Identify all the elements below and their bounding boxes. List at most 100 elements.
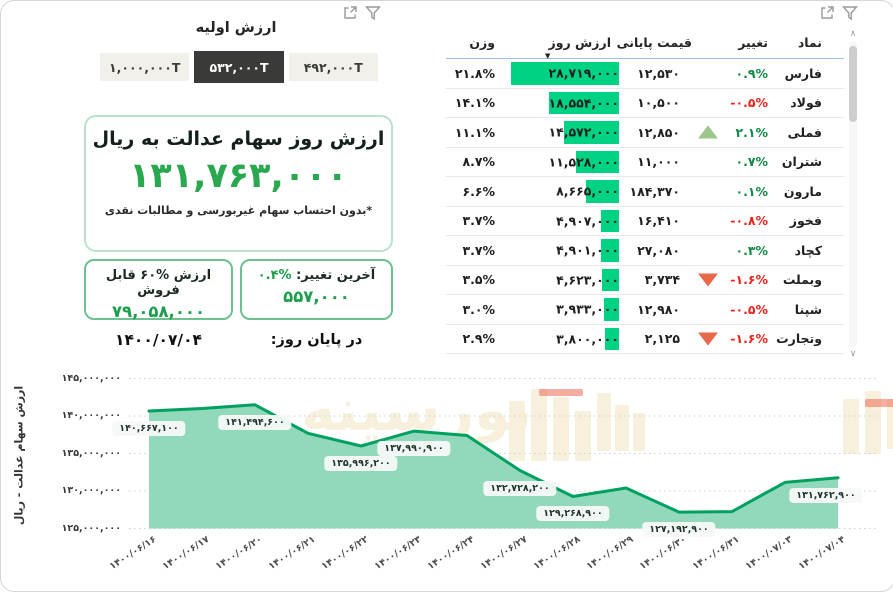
symbol-cell: فارس — [784, 65, 822, 81]
y-axis-tick-label: ۱۲۵,۰۰۰,۰۰۰ — [61, 522, 121, 534]
table-row[interactable]: فملی ۲.۱% ۱۲,۸۵۰ ۱۴,۵۷۲,۰۰۰ ۱۱.۱% — [446, 118, 844, 148]
closing-price-cell: ۱۲,۵۳۰ — [637, 65, 680, 81]
change-percent: ۰.۷% — [735, 154, 768, 170]
tab-initial-value-0[interactable]: ۱,۰۰۰,۰۰۰T — [100, 53, 190, 81]
scrollbar-down-icon[interactable]: ∨ — [849, 349, 857, 359]
day-value-cell: ۱۴,۵۷۲,۰۰۰ — [501, 118, 619, 147]
day-value-text: ۴,۶۲۳,۰۰۰ — [556, 272, 619, 288]
change-percent: -۰.۸% — [730, 213, 768, 229]
closing-price-cell: ۱۱,۰۰۰ — [637, 154, 680, 170]
table-row[interactable]: وتجارت -۱.۶% ۲,۱۲۵ ۳,۸۰۰,۰۰۰ ۲.۹% — [446, 325, 844, 354]
closing-price-cell: ۱۲,۹۸۰ — [637, 301, 680, 317]
last-change-percent: ۰.۴% — [257, 268, 292, 283]
data-point-label: ۱۳۵,۹۹۶,۲۰۰ — [324, 456, 398, 472]
y-axis-tick-label: ۱۴۵,۰۰۰,۰۰۰ — [61, 372, 121, 384]
day-value-text: ۱۱,۵۲۸,۰۰۰ — [548, 154, 619, 170]
sellable-value: ۷۹,۰۵۸,۰۰۰ — [111, 302, 206, 321]
day-value-text: ۳,۸۰۰,۰۰۰ — [556, 331, 619, 347]
change-cell: -۱.۶% — [696, 272, 776, 287]
data-point-label: ۱۲۷,۱۹۲,۹۰۰ — [642, 522, 716, 538]
change-cell: ۰.۱% — [696, 184, 776, 199]
closing-price-cell: ۱۸۴,۳۷۰ — [629, 183, 680, 199]
initial-value-title: ارزش اولیه — [195, 20, 277, 36]
last-change-value: ۵۵۷,۰۰۰ — [283, 287, 350, 306]
table-row[interactable]: وبملت -۱.۶% ۳,۷۳۴ ۴,۶۲۳,۰۰۰ ۳.۵% — [446, 266, 844, 295]
scrollbar-thumb[interactable] — [849, 46, 857, 122]
table-row[interactable]: فخوز -۰.۸% ۱۶,۴۱۰ ۴,۹۰۷,۰۰۰ ۳.۷% — [446, 207, 844, 236]
day-value-cell: ۴,۹۰۱,۰۰۰ — [501, 236, 619, 265]
column-header-price[interactable]: قیمت پایانی — [616, 35, 692, 50]
weight-cell: ۱۴.۱% — [454, 95, 495, 111]
symbol-cell: فولاد — [790, 95, 822, 111]
initial-value-tabs: ۱,۰۰۰,۰۰۰T ۵۳۲,۰۰۰T ۴۹۲,۰۰۰T — [100, 51, 378, 83]
table-row[interactable]: مارون ۰.۱% ۱۸۴,۳۷۰ ۸,۶۶۵,۰۰۰ ۶.۶% — [446, 177, 844, 207]
left-visual-header — [342, 5, 381, 21]
change-percent: ۰.۱% — [735, 183, 768, 199]
weight-cell: ۳.۷% — [462, 213, 495, 229]
chart-area-fill — [149, 404, 838, 529]
change-percent: -۱.۶% — [730, 272, 768, 288]
sellable-value-card: ارزش ۶۰% قابل فروش ۷۹,۰۵۸,۰۰۰ — [84, 259, 233, 321]
holdings-table: نماد تغییر قیمت پایانی ارزش روز ▼ وزن فا… — [446, 27, 844, 354]
data-point-label: ۱۳۷,۹۹۰,۹۰۰ — [377, 441, 451, 457]
closing-price-cell: ۳,۷۳۴ — [644, 272, 680, 288]
table-scrollbar[interactable]: ∧ ∨ — [847, 29, 859, 359]
end-of-day-label: در پایان روز: — [270, 332, 363, 348]
symbol-cell: وبملت — [782, 272, 822, 288]
table-row[interactable]: فارس ۰.۹% ۱۲,۵۳۰ ۲۸,۷۱۹,۰۰۰ ۲۱.۸% — [446, 59, 844, 89]
day-value-text: ۱۸,۵۵۴,۰۰۰ — [548, 95, 619, 111]
change-percent: -۰.۵% — [730, 301, 768, 317]
y-axis-title: ارزش سهام عدالت - ریال — [12, 385, 26, 526]
tab-initial-value-1[interactable]: ۵۳۲,۰۰۰T — [194, 51, 284, 83]
column-header-day-value[interactable]: ارزش روز ▼ — [501, 27, 619, 60]
data-point-label: ۱۳۲,۷۲۸,۲۰۰ — [483, 480, 557, 496]
day-value-cell: ۴,۶۲۳,۰۰۰ — [501, 266, 619, 295]
data-point-label: ۱۴۰,۶۶۷,۱۰۰ — [112, 420, 186, 436]
change-cell: -۰.۵% — [696, 302, 776, 317]
data-point-label: ۱۳۱,۷۶۲,۹۰۰ — [789, 487, 863, 503]
day-value-text: ۱۴,۵۷۲,۰۰۰ — [548, 124, 619, 140]
day-value-cell: ۱۸,۵۵۴,۰۰۰ — [501, 89, 619, 118]
change-percent: ۲.۱% — [735, 124, 768, 140]
last-change-label: آخرین تغییر: — [296, 268, 376, 283]
table-row[interactable]: فولاد -۰.۵% ۱۰,۵۰۰ ۱۸,۵۵۴,۰۰۰ ۱۴.۱% — [446, 89, 844, 118]
scrollbar-up-icon[interactable]: ∧ — [849, 29, 857, 39]
day-value-text: ۳,۹۳۳,۰۰۰ — [556, 301, 619, 317]
day-value-text: ۸,۶۶۵,۰۰۰ — [556, 183, 619, 199]
sellable-label-suffix: قابل فروش — [105, 268, 180, 298]
column-header-weight[interactable]: وزن — [469, 35, 495, 50]
day-value-text: ۲۸,۷۱۹,۰۰۰ — [548, 65, 619, 81]
day-value-title: ارزش روز سهام عدالت به ریال — [92, 128, 385, 150]
value-data-bar — [604, 327, 619, 350]
column-header-symbol[interactable]: نماد — [797, 35, 822, 50]
weight-cell: ۶.۶% — [462, 183, 495, 199]
symbol-cell: فخوز — [789, 213, 822, 229]
value-data-bar — [575, 150, 619, 173]
day-value-cell: ۳,۹۳۳,۰۰۰ — [501, 295, 619, 324]
symbol-cell: فملی — [787, 124, 822, 140]
focus-mode-expand-icon[interactable] — [342, 5, 358, 21]
data-point-label: ۱۴۱,۴۹۴,۶۰۰ — [218, 414, 292, 430]
scrollbar-track[interactable] — [849, 41, 857, 347]
column-header-change[interactable]: تغییر — [738, 35, 768, 50]
sellable-percent: ۶۰% — [140, 268, 170, 283]
table-row[interactable]: شتران ۰.۷% ۱۱,۰۰۰ ۱۱,۵۲۸,۰۰۰ ۸.۷% — [446, 148, 844, 177]
table-row[interactable]: شپنا -۰.۵% ۱۲,۹۸۰ ۳,۹۳۳,۰۰۰ ۳.۰% — [446, 295, 844, 325]
day-value-cell: ۲۸,۷۱۹,۰۰۰ — [501, 59, 619, 88]
focus-mode-expand-icon[interactable] — [819, 5, 835, 21]
y-axis-tick-label: ۱۳۰,۰۰۰,۰۰۰ — [61, 485, 121, 496]
value-data-bar — [601, 268, 619, 291]
triangle-down-icon — [698, 273, 718, 287]
change-percent: -۱.۶% — [730, 331, 768, 347]
value-data-bar — [604, 298, 619, 321]
filter-icon[interactable] — [842, 5, 858, 21]
sort-descending-icon[interactable]: ▼ — [545, 52, 551, 60]
tab-initial-value-2[interactable]: ۴۹۲,۰۰۰T — [288, 53, 378, 81]
closing-price-cell: ۲,۱۲۵ — [644, 331, 680, 347]
change-cell: -۰.۸% — [696, 213, 776, 228]
table-row[interactable]: کچاد ۰.۳% ۲۷,۰۸۰ ۴,۹۰۱,۰۰۰ ۳.۷% — [446, 236, 844, 266]
weight-cell: ۳.۷% — [462, 242, 495, 258]
filter-icon[interactable] — [365, 5, 381, 21]
change-cell: ۰.۹% — [696, 66, 776, 81]
